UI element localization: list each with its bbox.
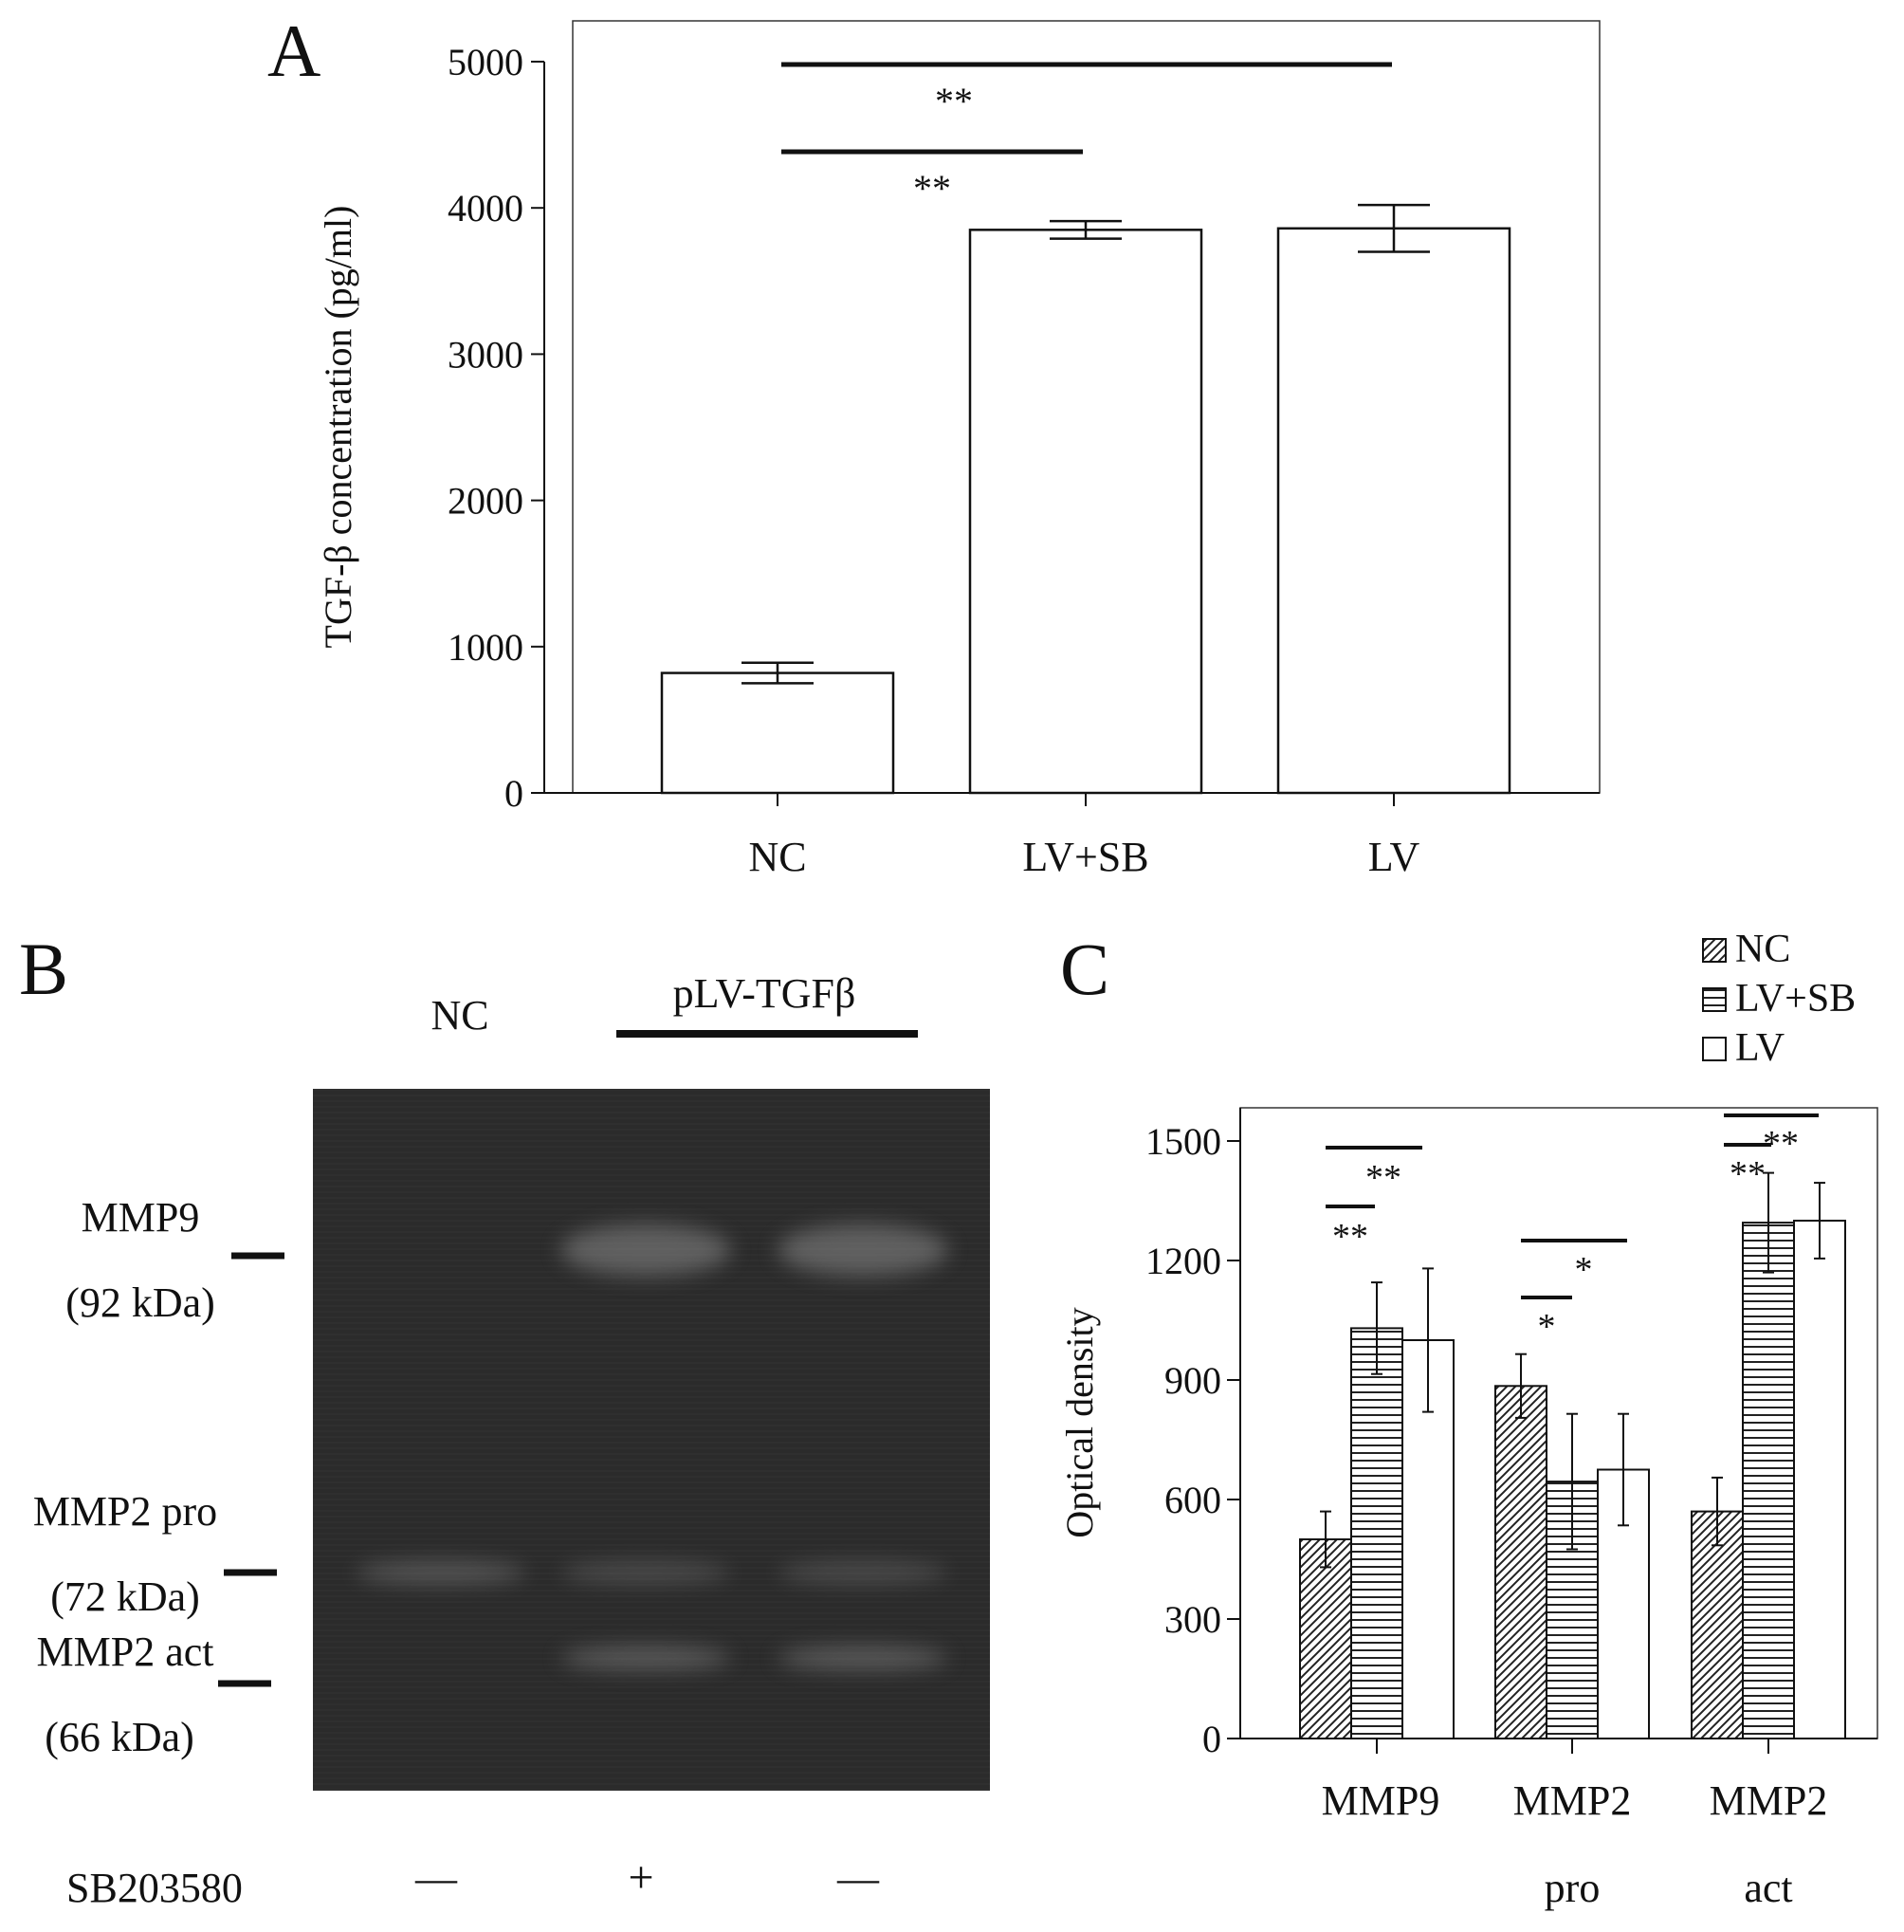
chart-c-error-bar-mmp2-pro-lv (1618, 1412, 1629, 1527)
chart-a-bar-lv (1276, 227, 1511, 795)
chart-a-x-tick-label: NC (748, 834, 806, 880)
gel-band-mmp2-pro-lane-3 (778, 1561, 948, 1584)
chart-c-significance-label: ** (1763, 1124, 1799, 1164)
gel-image (313, 1089, 990, 1791)
chart-a-significance-label: ** (935, 80, 973, 122)
chart-c-y-tick-label: 600 (1164, 1479, 1221, 1521)
chart-c-significance-label: * (1575, 1250, 1593, 1290)
chart-a-error-bar-nc (741, 661, 814, 685)
chart-c-significance-1: ** (1326, 1205, 1375, 1257)
legend-label-lv: LV (1735, 1026, 1785, 1070)
gel-lane-header-nc: NC (430, 992, 488, 1039)
chart-c-significance-label: * (1538, 1307, 1556, 1347)
legend-swatch-lv-sb (1702, 987, 1727, 1012)
gel-band-mmp9-lane-3 (778, 1224, 948, 1276)
chart-a-error-bar-lv-sb (1050, 219, 1122, 240)
chart-c-error-bar-mmp2-pro-nc (1515, 1352, 1527, 1419)
legend-label-nc: NC (1735, 928, 1790, 971)
chart-c-y-tick-label: 300 (1164, 1598, 1221, 1641)
chart-a-bar-lv-sb (968, 229, 1203, 795)
chart-c-x-tick-label: pro (1545, 1865, 1601, 1911)
chart-a-significance-1: ** (781, 149, 1083, 210)
zymography-gel: NC pLV-TGFβ MMP9 (92 kDa) MMP2 pro (72 k… (33, 970, 990, 1911)
chart-a-y-tick-label: 1000 (448, 626, 523, 669)
chart-c-x-tick-label: MMP2 (1710, 1777, 1828, 1824)
chart-c-significance-label: ** (1730, 1154, 1766, 1194)
gel-band-label-mmp2-act: MMP2 act (37, 1628, 214, 1675)
chart-c-y-axis-label: Optical density (1058, 1307, 1101, 1537)
gel-band-size-mmp2-act: (66 kDa) (45, 1714, 194, 1760)
chart-c-significance-label: ** (1332, 1217, 1368, 1257)
chart-c-significance-5: ** (1724, 1143, 1771, 1194)
chart-c-significance-4: * (1521, 1239, 1627, 1290)
chart-a-x-tick-label: LV+SB (1022, 834, 1148, 880)
gel-band-mmp2-act-lane-3 (778, 1647, 948, 1669)
chart-c-error-bar-mmp9-nc (1320, 1510, 1331, 1569)
chart-c-significance-label: ** (1365, 1158, 1401, 1198)
legend-swatch-lv (1702, 1037, 1727, 1061)
panel-letter-b: B (19, 928, 68, 1010)
chart-a: 0 1000 2000 3000 4000 5000 NC LV+SB LV ** ** TGF… (317, 20, 1601, 880)
gel-inhibitor-lane-3: — (836, 1855, 880, 1902)
panel-letter-a: A (267, 9, 320, 92)
chart-a-y-tick-label: 2000 (448, 480, 523, 523)
gel-band-mmp9-lane-2 (560, 1224, 731, 1276)
chart-c-error-bar-mmp9-lv (1422, 1267, 1434, 1413)
chart-c-y-tick-label: 900 (1164, 1359, 1221, 1402)
chart-a-y-tick-label: 3000 (448, 333, 523, 376)
chart-c-x-tick-label: MMP2 (1513, 1777, 1632, 1824)
chart-c-bar-mmp2-pro-nc (1494, 1385, 1547, 1740)
gel-band-size-mmp2-pro: (72 kDa) (50, 1573, 200, 1620)
chart-c-significance-2: ** (1326, 1146, 1422, 1198)
chart-c-x-tick-label: MMP9 (1322, 1777, 1440, 1824)
gel-band-label-mmp9: MMP9 (82, 1194, 200, 1241)
chart-c-error-bar-mmp2-act-nc (1712, 1476, 1723, 1547)
chart-c-y-tick-label: 0 (1202, 1718, 1221, 1760)
chart-a-significance-2: ** (781, 62, 1392, 122)
chart-a-error-bar-lv (1358, 203, 1430, 253)
gel-band-label-mmp2-pro: MMP2 pro (33, 1488, 217, 1535)
chart-c-error-bar-mmp2-act-lv-sb (1763, 1171, 1774, 1274)
chart-c-bar-mmp2-act-lv-sb (1742, 1222, 1795, 1739)
chart-c-significance-6: ** (1724, 1113, 1819, 1164)
chart-c-x-tick-label: act (1744, 1865, 1792, 1911)
chart-a-significance-label: ** (913, 167, 951, 210)
gel-band-size-mmp9: (92 kDa) (65, 1279, 215, 1326)
chart-c-error-bar-mmp2-act-lv (1814, 1182, 1825, 1260)
chart-a-y-tick-label: 5000 (448, 41, 523, 83)
panel-letter-c: C (1060, 928, 1109, 1010)
gel-band-mmp2-pro-lane-1 (356, 1561, 526, 1584)
chart-c-legend: NC LV+SB LV (1702, 928, 1856, 1070)
gel-band-mmp2-act-lane-2 (560, 1647, 731, 1669)
chart-c-bar-mmp9-lv-sb (1350, 1327, 1403, 1740)
chart-c-bar-mmp9-nc (1299, 1538, 1352, 1739)
chart-a-y-tick-label: 0 (504, 772, 523, 815)
chart-a-y-tick-label: 4000 (448, 187, 523, 230)
chart-a-bar-nc (660, 672, 895, 795)
gel-inhibitor-lane-2: + (628, 1852, 653, 1903)
chart-c-bar-mmp2-act-lv (1793, 1220, 1846, 1739)
chart-c-y-tick-label: 1200 (1145, 1240, 1221, 1282)
gel-inhibitor-label: SB203580 (66, 1865, 243, 1911)
chart-c-error-bar-mmp9-lv-sb (1371, 1281, 1382, 1375)
chart-a-y-axis-label: TGF-β concentration (pg/ml) (317, 206, 359, 649)
gel-band-mmp2-pro-lane-2 (560, 1561, 731, 1584)
chart-c-significance-3: * (1521, 1296, 1572, 1347)
legend-label-lv-sb: LV+SB (1735, 977, 1856, 1021)
chart-c-error-bar-mmp2-pro-lv-sb (1566, 1412, 1578, 1551)
gel-lane-header-treatment: pLV-TGFβ (673, 970, 856, 1017)
chart-a-x-tick-label: LV (1368, 834, 1420, 880)
legend-swatch-nc (1702, 938, 1727, 963)
gel-inhibitor-lane-1: — (414, 1855, 458, 1902)
chart-c-y-tick-label: 1500 (1145, 1120, 1221, 1163)
